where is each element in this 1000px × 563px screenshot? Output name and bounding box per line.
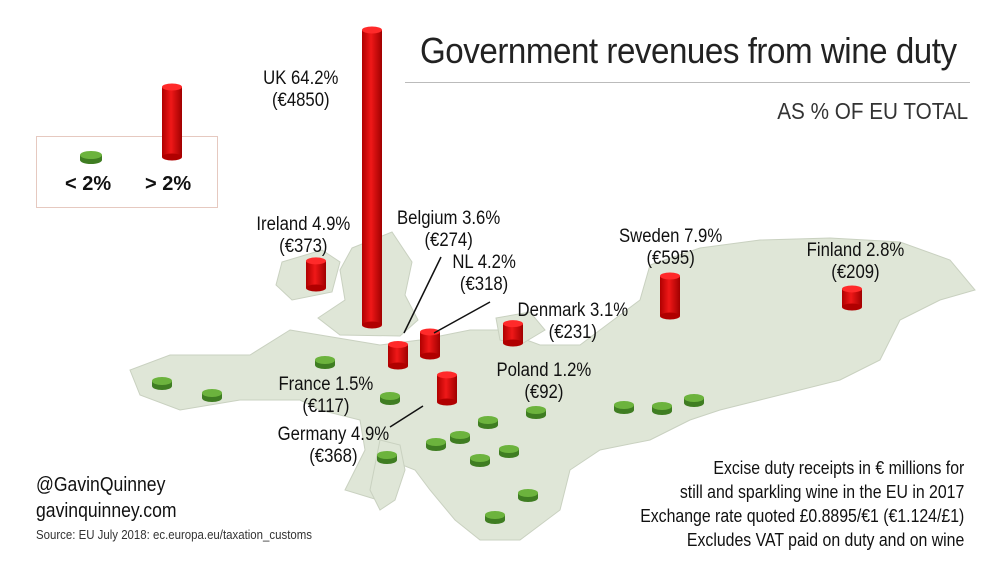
germany-leader-line xyxy=(389,405,424,428)
green-disc-icon xyxy=(80,151,102,164)
red-cylinder-icon xyxy=(162,83,182,161)
portugal-disc xyxy=(152,377,172,390)
belgium-label: Belgium 3.6% (€274) xyxy=(397,208,501,251)
france-label: France 1.5% (€117) xyxy=(278,374,374,417)
germany-cylinder xyxy=(437,371,457,406)
bulgaria-disc xyxy=(485,511,505,524)
romania-disc xyxy=(518,489,538,502)
nl-cylinder xyxy=(420,328,440,360)
ireland-label: Ireland 4.9% (€373) xyxy=(256,214,351,257)
luxembourg-disc xyxy=(380,392,400,405)
finland-cylinder xyxy=(842,285,862,311)
continent-shape xyxy=(129,237,976,541)
poland-label: Poland 1.2% (€92) xyxy=(496,360,592,403)
legend-low-label: < 2% xyxy=(65,173,112,195)
sweden-label: Sweden 7.9% (€595) xyxy=(619,226,723,269)
slovakia-disc xyxy=(499,445,519,458)
leader-lines xyxy=(389,256,491,428)
legend-high-label: > 2% xyxy=(145,173,192,195)
denmark-cylinder xyxy=(503,320,523,347)
czechia-disc xyxy=(478,416,498,429)
note-line: Excise duty receipts in € millions for xyxy=(713,458,964,478)
poland-disc xyxy=(526,406,546,419)
website-link[interactable]: gavinquinney.com xyxy=(36,500,177,522)
page-subtitle: AS % OF EU TOTAL xyxy=(777,98,968,124)
notes: Excise duty receipts in € millions for s… xyxy=(640,456,964,552)
belgium-leader-line xyxy=(403,256,442,334)
denmark-label: Denmark 3.1% (€231) xyxy=(517,300,629,343)
title-divider xyxy=(405,82,970,83)
austria-disc xyxy=(450,431,470,444)
page-title: Government revenues from wine duty xyxy=(420,30,957,71)
germany-label: Germany 4.9% (€368) xyxy=(277,424,390,467)
belgium-cylinder xyxy=(388,341,408,370)
finland-label: Finland 2.8% (€209) xyxy=(806,240,905,283)
spain-disc xyxy=(202,389,222,402)
note-line: Exchange rate quoted £0.8895/€1 (€1.124/… xyxy=(639,506,964,526)
ireland-cylinder xyxy=(306,257,326,292)
italy-disc xyxy=(377,451,397,464)
france-disc xyxy=(315,356,335,369)
hungary-disc xyxy=(470,454,490,467)
estonia-disc xyxy=(684,394,704,407)
sweden-cylinder xyxy=(660,272,680,320)
note-line: still and sparkling wine in the EU in 20… xyxy=(679,482,964,502)
twitter-handle: @GavinQuinney xyxy=(36,474,166,496)
source-note: Source: EU July 2018: ec.europa.eu/taxat… xyxy=(36,527,312,542)
uk-label: UK 64.2% (€4850) xyxy=(263,68,339,111)
nl-label: NL 4.2% (€318) xyxy=(452,252,516,295)
legend: < 2% > 2% xyxy=(36,83,218,208)
nl-leader-line xyxy=(433,301,491,334)
slovenia-disc xyxy=(426,438,446,451)
uk-cylinder xyxy=(362,26,382,329)
lithuania-disc xyxy=(614,401,634,414)
latvia-disc xyxy=(652,402,672,415)
note-line: Excludes VAT paid on duty and on wine xyxy=(686,530,964,550)
